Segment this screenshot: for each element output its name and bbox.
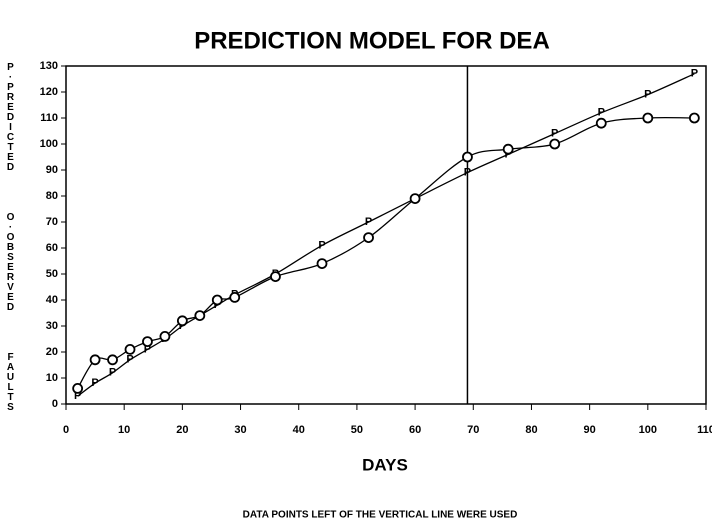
point-marker (229, 291, 241, 303)
y-axis-label: P·PREDICTED O·OBSERVED FAULTS (5, 62, 16, 412)
y-tick-label: 80 (46, 190, 58, 202)
x-tick-label: 50 (351, 424, 363, 436)
x-tick-label: 20 (176, 424, 188, 436)
point-marker (688, 112, 700, 124)
note: DATA POINTS LEFT OF THE VERTICAL LINE WE… (243, 510, 518, 521)
point-marker: P (464, 167, 471, 179)
x-tick-label: 90 (584, 424, 596, 436)
point-marker (363, 232, 374, 244)
point-marker (549, 138, 561, 150)
point-marker: P (74, 390, 81, 402)
point-marker: P (365, 216, 372, 228)
point-marker (124, 343, 136, 355)
x-axis-label: DAYS (362, 455, 408, 474)
point-marker (270, 271, 281, 283)
point-marker (159, 330, 171, 342)
point-marker: P (691, 68, 698, 80)
y-tick-label: 60 (46, 242, 58, 254)
point-marker: P (126, 354, 133, 366)
x-tick-label: 30 (234, 424, 246, 436)
y-tick-label: 90 (46, 164, 58, 176)
point-marker: P (109, 367, 116, 379)
point-marker (72, 382, 84, 394)
y-tick-label: 30 (46, 320, 58, 332)
point-marker (142, 336, 153, 348)
y-tick-label: 40 (46, 294, 58, 306)
point-marker: P (91, 377, 98, 389)
point-marker: P (551, 128, 558, 140)
y-tick-label: 70 (46, 216, 58, 228)
point-marker: P (318, 239, 325, 251)
y-tick-label: 110 (40, 112, 58, 124)
x-tick-label: 110 (697, 424, 712, 436)
point-marker (194, 310, 206, 322)
x-tick-label: 10 (118, 424, 130, 436)
point-marker: P (144, 343, 151, 355)
point-marker (642, 112, 654, 124)
x-tick-label: 80 (525, 424, 537, 436)
plot-frame (65, 65, 707, 405)
point-marker: P (644, 89, 651, 101)
series-line (77, 73, 695, 397)
point-marker (107, 354, 118, 366)
y-tick-label: 130 (40, 60, 58, 72)
y-tick-label: 120 (40, 86, 58, 98)
series-line (77, 116, 695, 389)
y-tick-label: 0 (52, 398, 58, 410)
y-tick-label: 20 (46, 346, 58, 358)
point-marker (316, 258, 328, 270)
point-marker: P (598, 107, 605, 119)
x-tick-label: 40 (293, 424, 305, 436)
x-tick-label: 0 (63, 424, 69, 436)
chart-title: PREDICTION MODEL FOR DEA (194, 27, 550, 54)
point-marker (462, 151, 473, 163)
point-marker (502, 143, 514, 155)
point-marker (89, 354, 101, 366)
point-marker (409, 193, 421, 205)
y-tick-label: 100 (40, 138, 58, 150)
x-tick-label: 100 (639, 424, 657, 436)
x-tick-label: 60 (409, 424, 421, 436)
x-tick-label: 70 (467, 424, 479, 436)
y-tick-label: 50 (46, 268, 58, 280)
point-marker (595, 117, 607, 129)
point-marker (176, 315, 188, 327)
y-tick-label: 10 (46, 372, 58, 384)
point-marker (211, 294, 223, 306)
